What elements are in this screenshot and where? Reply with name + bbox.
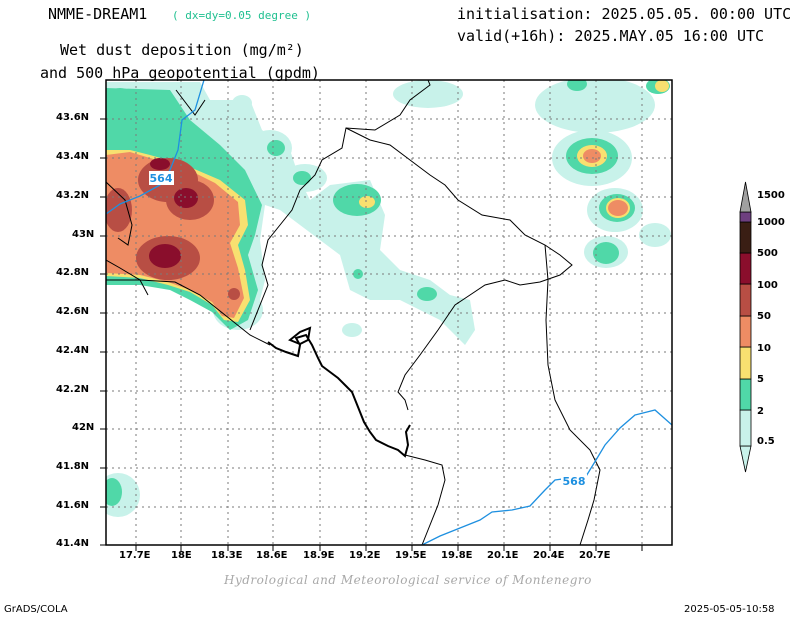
lat-label: 42.8N [56,267,90,278]
colorbar-label: 10 [757,343,771,354]
shade-100 [149,158,198,268]
model-name: NMME-DREAM1 [48,5,148,23]
lon-label: 18.9E [303,550,335,561]
colorbar-label: 50 [757,311,771,322]
lat-label: 43.4N [56,151,90,162]
lon-label: 20.7E [579,550,611,561]
render-timestamp: 2025-05-05-10:58 [684,604,775,615]
lat-label: 42.6N [56,306,90,317]
colorbar-label: 1000 [757,217,785,228]
resolution-note: ( dx=dy=0.05 degree ) [172,9,312,22]
lat-label: 43.2N [56,190,90,201]
lat-label: 42.4N [56,345,90,356]
lon-label: 19.5E [395,550,427,561]
title-line-2: and 500 hPa geopotential (gpdm) [40,64,320,82]
lat-label: 41.4N [56,538,90,549]
lon-label: 20.1E [487,550,519,561]
software-credit: GrADS/COLA [4,604,68,615]
lon-label: 17.7E [119,550,151,561]
title-line-1: Wet dust deposition (mg/m²) [60,41,304,59]
lon-label: 20.4E [533,550,565,561]
colorbar [739,181,752,473]
lon-label: 19.8E [441,550,473,561]
lat-label: 43N [72,229,95,240]
lat-label: 41.8N [56,461,90,472]
lat-label: 42.2N [56,384,90,395]
lon-label: 18E [171,550,192,561]
lat-label: 43.6N [56,112,90,123]
axis-ticks [100,118,643,551]
contour-label-564: 564 [149,171,174,185]
lat-label: 42N [72,422,95,433]
contour-label-568: 568 [561,474,587,488]
deposition-field [106,80,672,545]
lon-label: 19.2E [349,550,381,561]
svg-text:568: 568 [563,475,586,488]
colorbar-label: 0.5 [757,436,775,447]
colorbar-upper-arrow [739,181,752,213]
colorbar-label: 5 [757,374,764,385]
geopotential-contours [106,80,672,545]
colorbar-label: 500 [757,248,778,259]
colorbar-label: 2 [757,406,764,417]
lon-label: 18.6E [256,550,288,561]
lon-label: 18.3E [211,550,243,561]
colorbar-lower-arrow [739,445,752,473]
svg-text:564: 564 [150,172,173,185]
coastline [267,326,411,458]
colorbar-label: 1500 [757,190,785,201]
valid-time: valid(+16h): 2025.MAY.05 16:00 UTC [457,27,765,45]
colorbar-label: 100 [757,280,778,291]
lat-label: 41.6N [56,500,90,511]
agency-credit: Hydrological and Meteorological service … [224,573,592,587]
init-time: initialisation: 2025.05.05. 00:00 UTC [457,5,792,23]
graticule [106,80,672,545]
country-borders [106,80,601,545]
